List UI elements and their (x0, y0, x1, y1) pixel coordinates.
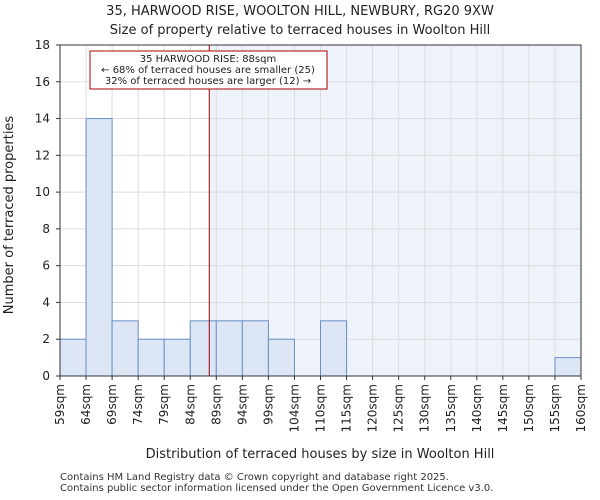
y-tick-label: 12 (35, 148, 50, 162)
bar (137, 338, 165, 377)
x-tick-label: 120sqm (366, 384, 380, 432)
y-tick-label: 16 (35, 75, 50, 89)
x-tick-label: 160sqm (574, 384, 588, 432)
x-tick-label: 64sqm (79, 384, 93, 425)
x-tick-label: 115sqm (340, 384, 354, 432)
bar (189, 320, 217, 377)
x-tick-label: 130sqm (418, 384, 432, 432)
x-tick-label: 125sqm (392, 384, 406, 432)
x-tick-label: 135sqm (444, 384, 458, 432)
x-axis-label: Distribution of terraced houses by size … (146, 447, 495, 462)
y-tick-label: 8 (42, 222, 50, 236)
x-tick-label: 79sqm (157, 384, 171, 425)
x-tick-label: 145sqm (496, 384, 510, 432)
annotation-line-2: ← 68% of terraced houses are smaller (25… (101, 65, 315, 76)
y-axis-ticks: 0 2 4 6 8 10 12 14 16 18 (35, 38, 60, 383)
bar (320, 320, 348, 377)
bar (111, 320, 139, 377)
x-tick-label: 110sqm (314, 384, 328, 432)
x-tick-label: 150sqm (522, 384, 536, 432)
y-tick-label: 0 (42, 369, 50, 383)
bar (59, 338, 87, 377)
x-tick-label: 104sqm (287, 384, 301, 432)
footer: Contains HM Land Registry data © Crown c… (60, 472, 493, 494)
y-tick-label: 18 (35, 38, 50, 52)
y-axis-label: Number of terraced properties (2, 116, 17, 315)
x-tick-label: 94sqm (235, 384, 249, 425)
y-tick-label: 10 (35, 185, 50, 199)
footer-line-2: Contains public sector information licen… (60, 483, 494, 494)
x-tick-label: 89sqm (209, 384, 223, 425)
y-tick-label: 6 (42, 259, 50, 273)
bar (163, 338, 191, 377)
bar (241, 320, 269, 377)
x-tick-label: 84sqm (183, 384, 197, 425)
x-tick-label: 59sqm (53, 384, 67, 425)
chart-title-block: 35, HARWOOD RISE, WOOLTON HILL, NEWBURY,… (0, 2, 600, 40)
annotation-line-3: 32% of terraced houses are larger (12) → (105, 76, 311, 87)
chart-subtitle: Size of property relative to terraced ho… (109, 23, 491, 38)
x-axis-ticks: 59sqm 64sqm 69sqm 74sqm 79sqm 84sqm 89sqm 94sqm… (53, 376, 588, 432)
bars (59, 118, 582, 377)
annotation-line-1: 35 HARWOOD RISE: 88sqm (140, 54, 276, 65)
bar (267, 338, 295, 377)
x-tick-label: 155sqm (548, 384, 562, 432)
larger-region-highlight (209, 45, 582, 376)
footer-line-1: Contains HM Land Registry data © Crown c… (60, 472, 449, 483)
x-tick-label: 99sqm (261, 384, 275, 425)
y-tick-label: 14 (35, 112, 50, 126)
y-tick-label: 4 (42, 295, 50, 309)
y-tick-label: 2 (42, 332, 50, 346)
bar (554, 357, 582, 377)
x-tick-label: 69sqm (105, 384, 119, 425)
bar (85, 118, 113, 377)
x-tick-label: 74sqm (131, 384, 145, 425)
x-tick-label: 140sqm (470, 384, 484, 432)
bar (215, 320, 243, 377)
chart-title: 35, HARWOOD RISE, WOOLTON HILL, NEWBURY,… (106, 4, 494, 19)
annotation-border (89, 50, 328, 90)
annotation-box: 35 HARWOOD RISE: 88sqm ← 68% of terraced… (89, 50, 328, 90)
